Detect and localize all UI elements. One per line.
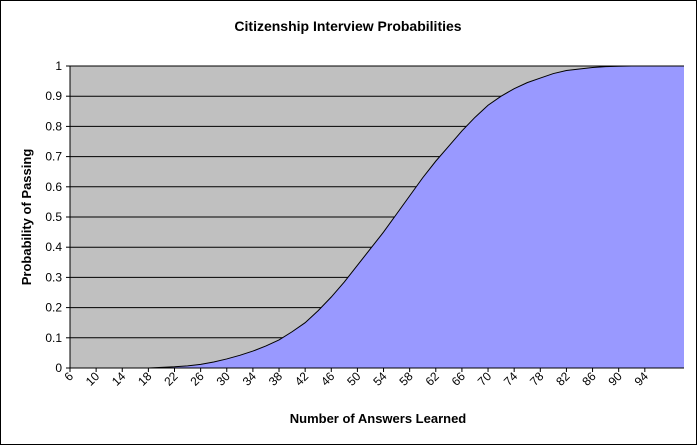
x-tick-label: 26 xyxy=(187,369,207,389)
x-tick-label: 78 xyxy=(527,369,547,389)
x-tick-label: 62 xyxy=(423,369,443,389)
x-tick-label: 46 xyxy=(318,369,338,389)
x-tick-label: 58 xyxy=(396,369,416,389)
x-tick-label: 38 xyxy=(266,369,286,389)
x-tick-label: 14 xyxy=(109,369,129,389)
y-tick-label: 1 xyxy=(55,59,62,73)
x-tick-label: 50 xyxy=(344,369,364,389)
y-tick-label: 0.7 xyxy=(45,150,62,164)
x-axis-ticks: 6 10 14 18 22 26 30 34 38 42 46 50 54 58 62 66 70 74 78 82 8… xyxy=(61,368,651,389)
y-tick-label: 0.2 xyxy=(45,301,62,315)
y-tick-label: 0.9 xyxy=(45,89,62,103)
x-tick-label: 70 xyxy=(475,369,495,389)
x-tick-label: 74 xyxy=(501,369,521,389)
x-tick-label: 42 xyxy=(292,369,312,389)
x-tick-label: 82 xyxy=(553,369,573,389)
x-tick-label: 18 xyxy=(135,369,155,389)
probability-line xyxy=(70,65,684,369)
x-tick-label: 90 xyxy=(605,369,625,389)
y-tick-label: 0.8 xyxy=(45,119,62,133)
chart-title: Citizenship Interview Probabilities xyxy=(234,18,461,34)
y-tick-label: 0.3 xyxy=(45,270,62,284)
y-tick-label: 0.5 xyxy=(45,210,62,224)
y-axis-title: Probability of Passing xyxy=(19,149,34,286)
x-tick-label: 22 xyxy=(161,369,181,389)
y-tick-label: 0.4 xyxy=(45,240,62,254)
x-tick-label: 6 xyxy=(61,369,76,384)
y-tick-label: 0.6 xyxy=(45,180,62,194)
probability-area xyxy=(70,66,684,368)
x-tick-label: 66 xyxy=(449,369,469,389)
y-tick-label: 0 xyxy=(55,361,62,375)
x-tick-label: 34 xyxy=(240,369,260,389)
x-axis-title: Number of Answers Learned xyxy=(290,411,467,426)
x-tick-label: 86 xyxy=(579,369,599,389)
x-tick-label: 54 xyxy=(370,369,390,389)
y-tick-label: 0.1 xyxy=(45,331,62,345)
x-tick-label: 94 xyxy=(632,369,652,389)
x-tick-label: 30 xyxy=(214,369,234,389)
y-axis-ticks: 0 0.1 0.2 0.3 0.4 0.5 0.6 0.7 0.8 0.9 1 xyxy=(45,59,70,375)
x-tick-label: 10 xyxy=(83,369,103,389)
